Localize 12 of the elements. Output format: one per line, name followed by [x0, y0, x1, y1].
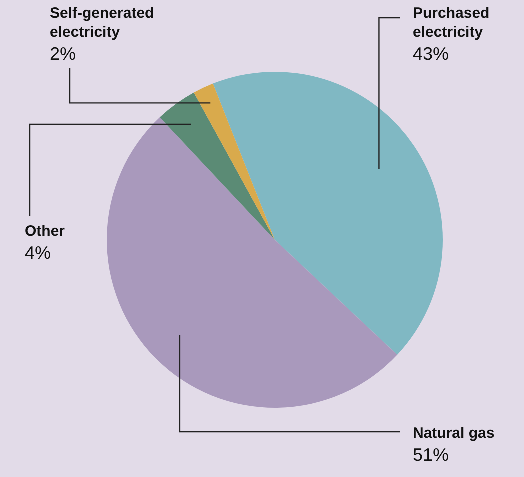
slice-label: Self-generated electricity	[50, 5, 154, 41]
data-label: 2%	[50, 44, 76, 64]
pie-slice	[160, 92, 275, 240]
data-label: 43%	[413, 44, 450, 64]
data-label: 51%	[413, 445, 450, 465]
data-label: 4%	[25, 243, 52, 263]
slice-label: Natural gas	[413, 425, 495, 442]
slice-label: Purchased electricity	[413, 5, 490, 41]
pie-slice	[107, 118, 398, 408]
pie-slice	[194, 84, 275, 240]
pie-slice	[213, 72, 443, 356]
slice-label: Other	[25, 223, 66, 240]
